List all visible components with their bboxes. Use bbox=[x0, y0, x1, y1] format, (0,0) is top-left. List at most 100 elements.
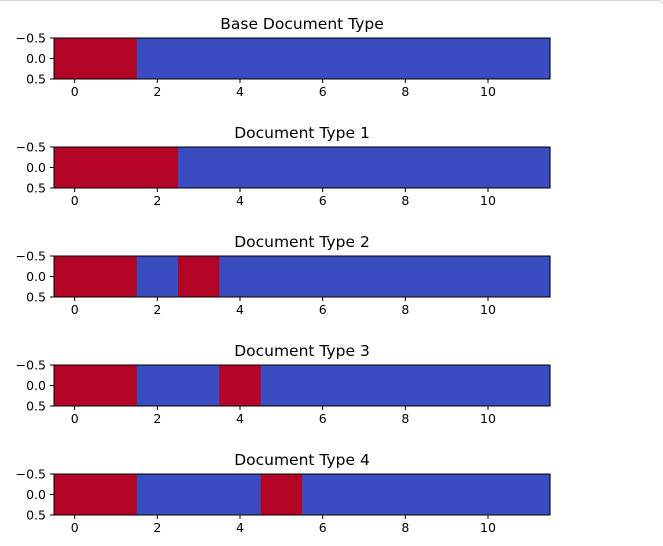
heatmap-cell bbox=[178, 474, 220, 515]
heatmap-cell bbox=[95, 474, 138, 515]
heatmap-cell bbox=[260, 474, 303, 515]
heatmap-cell bbox=[467, 38, 510, 79]
heatmap-cell bbox=[136, 474, 179, 515]
x-tick-label: 6 bbox=[319, 84, 327, 99]
heatmap-cell bbox=[426, 474, 468, 515]
heatmap-cell bbox=[384, 147, 427, 188]
heatmap-cell bbox=[95, 365, 138, 406]
x-tick-label: 10 bbox=[480, 520, 496, 535]
heatmap-cell bbox=[219, 256, 262, 297]
heatmap-cell bbox=[260, 365, 303, 406]
x-tick-label: 6 bbox=[319, 302, 327, 317]
y-tick-label: −0.5 bbox=[16, 249, 46, 264]
heatmap-cell bbox=[426, 38, 468, 79]
heatmap-cell bbox=[54, 256, 96, 297]
heatmap-cell bbox=[260, 38, 303, 79]
x-tick-label: 2 bbox=[153, 302, 161, 317]
y-tick-label: 0.0 bbox=[26, 51, 46, 66]
x-tick-label: 10 bbox=[480, 84, 496, 99]
x-tick-label: 0 bbox=[71, 302, 79, 317]
heatmap-cell bbox=[384, 38, 427, 79]
heatmap-cell bbox=[54, 365, 96, 406]
y-tick-label: 0.0 bbox=[26, 487, 46, 502]
x-tick-label: 4 bbox=[236, 520, 244, 535]
y-tick-label: −0.5 bbox=[16, 140, 46, 155]
heatmap-cell bbox=[508, 365, 551, 406]
heatmap-cell bbox=[384, 256, 427, 297]
x-tick-label: 4 bbox=[236, 411, 244, 426]
heatmap-cell bbox=[508, 38, 551, 79]
x-tick-label: 8 bbox=[401, 84, 409, 99]
heatmap-cell bbox=[136, 256, 179, 297]
x-tick-label: 8 bbox=[401, 520, 409, 535]
x-tick-label: 4 bbox=[236, 302, 244, 317]
y-tick-label: −0.5 bbox=[16, 31, 46, 46]
heatmap-cell bbox=[95, 256, 138, 297]
y-tick-label: 0.5 bbox=[26, 181, 46, 196]
chart-title: Document Type 2 bbox=[234, 233, 370, 251]
x-tick-label: 4 bbox=[236, 84, 244, 99]
heatmap-cell bbox=[508, 474, 551, 515]
x-tick-label: 4 bbox=[236, 193, 244, 208]
heatmap-cell bbox=[343, 38, 386, 79]
x-tick-label: 10 bbox=[480, 193, 496, 208]
y-tick-label: −0.5 bbox=[16, 467, 46, 482]
heatmap-cell bbox=[178, 147, 220, 188]
heatmap-cell bbox=[426, 365, 468, 406]
heatmap-cell bbox=[178, 256, 220, 297]
y-tick-label: 0.5 bbox=[26, 290, 46, 305]
chart-title: Document Type 1 bbox=[234, 124, 370, 142]
x-tick-label: 10 bbox=[480, 302, 496, 317]
heatmap-cell bbox=[219, 474, 262, 515]
x-tick-label: 2 bbox=[153, 411, 161, 426]
heatmap-cell bbox=[219, 365, 262, 406]
heatmap-cell bbox=[508, 147, 551, 188]
x-tick-label: 0 bbox=[71, 411, 79, 426]
heatmap-cell bbox=[343, 256, 386, 297]
x-tick-label: 8 bbox=[401, 411, 409, 426]
y-tick-label: 0.5 bbox=[26, 508, 46, 523]
y-tick-label: 0.0 bbox=[26, 269, 46, 284]
heatmap-cell bbox=[508, 256, 551, 297]
x-tick-label: 0 bbox=[71, 520, 79, 535]
heatmap-cell bbox=[95, 147, 138, 188]
y-tick-label: 0.5 bbox=[26, 72, 46, 87]
x-tick-label: 2 bbox=[153, 520, 161, 535]
chart-title: Document Type 4 bbox=[234, 451, 370, 469]
heatmap-cell bbox=[302, 147, 344, 188]
y-tick-label: −0.5 bbox=[16, 358, 46, 373]
chart-title: Document Type 3 bbox=[234, 342, 370, 360]
x-tick-label: 8 bbox=[401, 193, 409, 208]
heatmap-cell bbox=[136, 38, 179, 79]
x-tick-label: 0 bbox=[71, 193, 79, 208]
heatmap-cell bbox=[260, 147, 303, 188]
x-tick-label: 6 bbox=[319, 520, 327, 535]
heatmap-cell bbox=[343, 474, 386, 515]
heatmap-cell bbox=[302, 38, 344, 79]
heatmap-cell bbox=[467, 474, 510, 515]
heatmap-cell bbox=[343, 147, 386, 188]
heatmap-cell bbox=[136, 147, 179, 188]
heatmap-cell bbox=[302, 365, 344, 406]
heatmap-cell bbox=[426, 147, 468, 188]
y-tick-label: 0.0 bbox=[26, 160, 46, 175]
heatmap-cell bbox=[384, 365, 427, 406]
heatmap-cell bbox=[136, 365, 179, 406]
chart-title: Base Document Type bbox=[220, 15, 384, 33]
heatmap-cell bbox=[54, 147, 96, 188]
x-tick-label: 2 bbox=[153, 84, 161, 99]
heatmap-cell bbox=[302, 474, 344, 515]
x-tick-label: 6 bbox=[319, 411, 327, 426]
heatmap-cell bbox=[178, 38, 220, 79]
x-tick-label: 2 bbox=[153, 193, 161, 208]
heatmap-cell bbox=[54, 38, 96, 79]
x-tick-label: 8 bbox=[401, 302, 409, 317]
heatmap-cell bbox=[384, 474, 427, 515]
heatmap-cell bbox=[219, 147, 262, 188]
heatmap-cell bbox=[54, 474, 96, 515]
heatmap-cell bbox=[260, 256, 303, 297]
x-tick-label: 10 bbox=[480, 411, 496, 426]
y-tick-label: 0.5 bbox=[26, 399, 46, 414]
heatmap-cell bbox=[219, 38, 262, 79]
